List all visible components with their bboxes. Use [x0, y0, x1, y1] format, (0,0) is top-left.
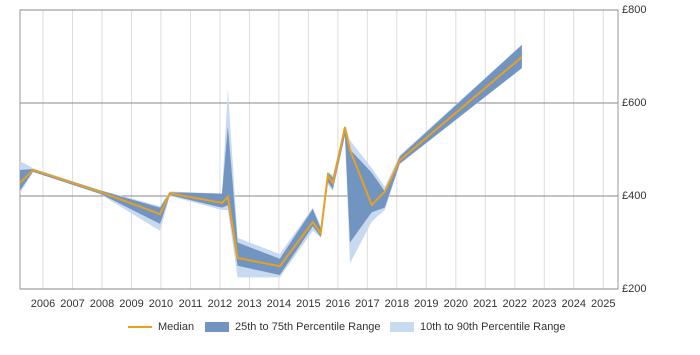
x-tick-label: 2022	[503, 298, 527, 310]
x-tick-label: 2017	[355, 298, 379, 310]
y-tick-label: £600	[622, 97, 646, 109]
legend-label: 10th to 90th Percentile Range	[420, 321, 566, 333]
x-tick-label: 2012	[208, 298, 232, 310]
x-tick-label: 2008	[90, 298, 114, 310]
plot-area	[19, 9, 619, 290]
legend-label: Median	[158, 321, 194, 333]
x-tick-label: 2006	[31, 298, 55, 310]
x-tick-label: 2015	[296, 298, 320, 310]
legend-label: 25th to 75th Percentile Range	[235, 321, 381, 333]
x-tick-label: 2013	[237, 298, 261, 310]
x-tick-label: 2016	[326, 298, 350, 310]
x-tick-label: 2023	[532, 298, 556, 310]
percentile-band	[20, 44, 522, 278]
x-tick-label: 2010	[149, 298, 173, 310]
x-tick-label: 2011	[179, 298, 203, 310]
legend-swatch	[205, 322, 229, 332]
x-tick-label: 2025	[591, 298, 615, 310]
y-tick-label: £800	[622, 4, 646, 16]
x-tick-label: 2019	[414, 298, 438, 310]
x-tick-label: 2018	[385, 298, 409, 310]
legend-swatch	[390, 322, 414, 332]
x-tick-label: 2014	[267, 298, 291, 310]
x-tick-label: 2007	[60, 298, 84, 310]
median-line	[19, 56, 523, 268]
y-tick-label: £400	[622, 190, 646, 202]
x-tick-label: 2020	[444, 298, 468, 310]
x-tick-label: 2009	[119, 298, 143, 310]
x-tick-label: 2021	[473, 298, 497, 310]
y-tick-label: £200	[622, 283, 646, 295]
x-tick-label: 2024	[562, 298, 586, 310]
